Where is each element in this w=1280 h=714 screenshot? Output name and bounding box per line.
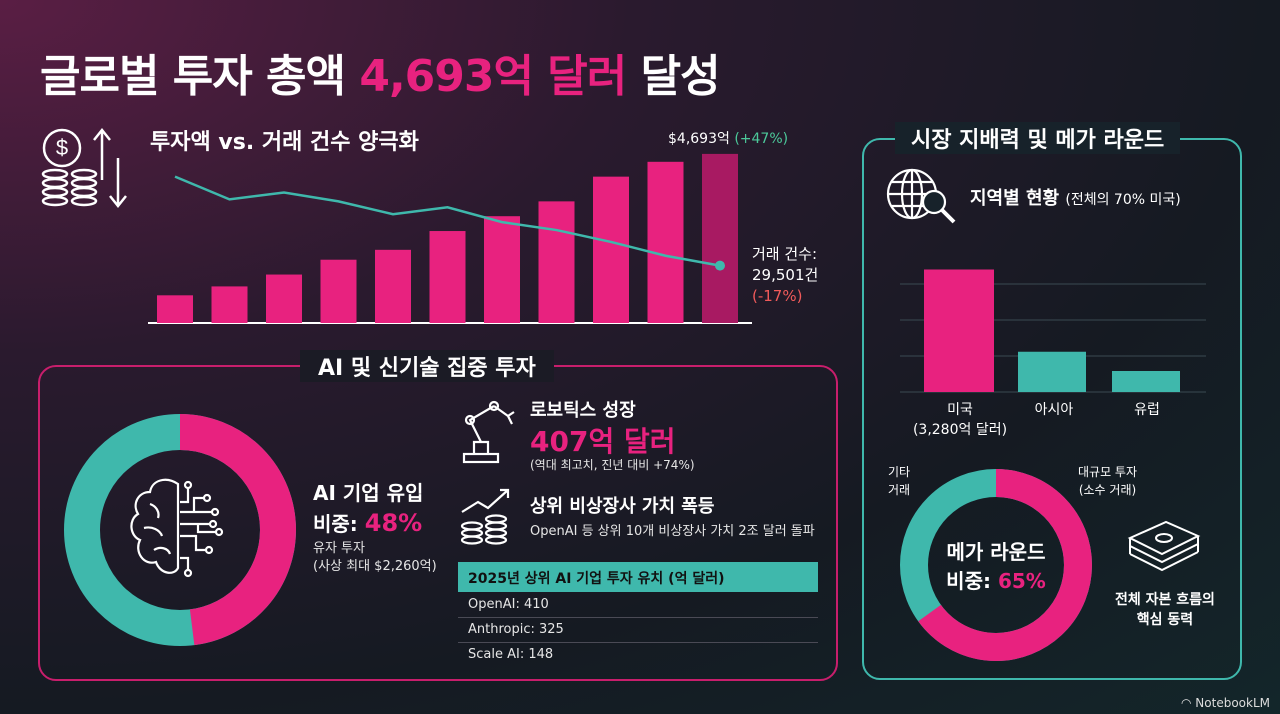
ai-sub-line2: (사상 최대 $2,260억) (313, 559, 437, 574)
region-bar (1018, 351, 1086, 392)
region-bar (1112, 371, 1180, 392)
trend-top-value: $4,693억 (+47%) (668, 128, 788, 148)
deal-count-annotation: 거래 건수: 29,501건 (-17%) (752, 244, 818, 307)
cash-stack-icon (1127, 520, 1201, 572)
region-us-note: (3,280억 달러) (912, 422, 1008, 438)
investment-bar (157, 295, 193, 323)
mega-round-prefix: 비중: (946, 569, 998, 593)
page-title: 글로벌 투자 총액 4,693억 달러 달성 (40, 40, 721, 104)
other-deals-label-1: 기타 (888, 465, 911, 479)
mega-round-donut (900, 469, 1092, 661)
svg-text:$: $ (56, 135, 68, 160)
investment-bar (266, 274, 302, 323)
brand-mark: ◠ NotebookLM (1181, 696, 1270, 710)
other-deals-label-2: 거래 (888, 483, 911, 497)
investment-bar (484, 216, 520, 323)
robot-arm-icon (462, 400, 515, 464)
investment-bar (538, 201, 575, 323)
other-deals-label: 기타 거래 (888, 463, 910, 499)
money-flow-icon: $ (41, 127, 127, 209)
region-title-main: 지역별 현황 (970, 188, 1060, 209)
region-label-europe: 유럽 (1134, 402, 1160, 418)
unicorn-title: 상위 비상장사 가치 폭등 (530, 496, 715, 517)
ai-sub-line1: 유자 투자 (313, 541, 365, 556)
mega-deals-label: 대규모 투자 (소수 거래) (1078, 463, 1137, 499)
mega-deals-label-2: (소수 거래) (1078, 483, 1137, 497)
robotics-value: 407억 달러 (530, 425, 676, 458)
table-row: Scale AI: 148 (468, 647, 554, 662)
brand-icon: ◠ (1181, 696, 1196, 710)
unicorn-subtext: OpenAI 등 상위 10개 비상장사 가치 2조 달러 돌파 (530, 524, 815, 539)
core-driver-line1: 전체 자본 흐름의 (1115, 592, 1215, 608)
investment-bar (320, 259, 357, 323)
region-title-sub: (전체의 70% 미국) (1065, 192, 1181, 208)
ai-panel-title: AI 및 신기술 집중 투자 (300, 350, 554, 382)
region-bar-chart (900, 269, 1206, 393)
brand-label: NotebookLM (1195, 696, 1270, 710)
deal-count-change: (-17%) (752, 287, 803, 305)
ai-share-subtext: 유자 투자 (사상 최대 $2,260억) (313, 540, 437, 576)
table-row: Anthropic: 325 (458, 618, 818, 643)
ai-share-main-segment (64, 414, 296, 646)
deal-count-point (715, 260, 725, 271)
ai-share-value: 48% (364, 509, 423, 537)
ai-funding-table-header: 2025년 상위 AI 기업 투자 유치 (억 달러) (458, 562, 818, 592)
market-panel-title: 시장 지배력 및 메가 라운드 (895, 122, 1181, 154)
robotics-title: 로보틱스 성장 (530, 400, 636, 421)
core-driver-line2: 핵심 동력 (1136, 612, 1194, 628)
title-highlight: 4,693억 달러 (359, 51, 627, 102)
mega-round-center: 메가 라운드 비중: 65% (920, 538, 1072, 596)
investment-bar (702, 153, 738, 323)
ai-share-prefix: 비중: (313, 512, 365, 536)
deal-count-value: 29,501건 (752, 266, 819, 284)
region-us-name: 미국 (947, 402, 973, 418)
ai-share-text: AI 기업 유입 비중: 48% (313, 478, 423, 539)
growth-coins-icon (460, 488, 510, 545)
investment-bar (593, 176, 629, 323)
investment-bar (375, 249, 411, 323)
investment-bar (647, 161, 684, 323)
mega-deals-label-1: 대규모 투자 (1078, 465, 1138, 479)
deal-count-line (174, 175, 721, 267)
deal-count-label: 거래 건수: (752, 245, 818, 263)
core-driver-label: 전체 자본 흐름의 핵심 동력 (1100, 590, 1230, 630)
region-label-asia: 아시아 (1034, 402, 1074, 418)
mega-round-main-segment (900, 469, 1092, 661)
trend-top-change: (+47%) (734, 131, 789, 147)
region-bar (924, 269, 994, 392)
title-suffix: 달성 (626, 51, 721, 102)
robotics-subtext: (역대 최고치, 진년 대비 +74%) (530, 458, 695, 472)
trend-chart-title: 투자액 vs. 거래 건수 양극화 (150, 130, 419, 155)
mega-round-title: 메가 라운드 (946, 540, 1046, 564)
investment-bar (211, 286, 248, 323)
title-prefix: 글로벌 투자 총액 (40, 51, 360, 102)
table-row: OpenAI: 410 (458, 593, 818, 618)
region-title: 지역별 현황 (전체의 70% 미국) (970, 184, 1181, 210)
ai-share-label: AI 기업 유입 (313, 481, 424, 505)
ai-share-donut (64, 414, 296, 646)
mega-round-value: 65% (997, 569, 1046, 593)
investment-bar (429, 231, 466, 323)
trend-top-amount: $4,693억 (668, 131, 730, 147)
trend-chart (148, 153, 752, 324)
region-label-us: 미국 (3,280억 달러) (908, 400, 1012, 440)
ai-brain-icon (130, 478, 224, 578)
globe-search-icon (886, 168, 956, 224)
